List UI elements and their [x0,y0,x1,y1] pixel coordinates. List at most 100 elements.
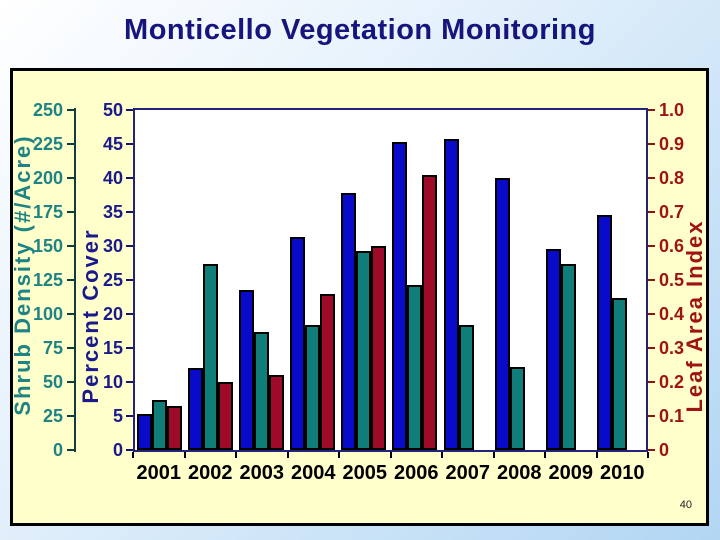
bar-shrub_density-2010 [611,298,627,450]
bar-percent_cover-2004 [290,237,306,450]
bar-group-2008 [493,110,544,450]
y-tick-label-percent_cover: 40 [102,168,123,188]
bar-percent_cover-2003 [239,290,255,450]
y-tick-label-percent_cover: 0 [112,440,123,460]
y-tick-percent_cover [126,279,133,281]
y-tick-shrub_density [67,143,74,145]
bar-group-2006 [390,110,441,450]
x-tick-label: 2008 [497,462,542,484]
x-tick-label: 2009 [548,462,594,484]
x-tick-label: 2006 [394,462,439,484]
y-tick-label-leaf_area_index: 0.1 [659,406,685,426]
y-tick-label-percent_cover: 25 [102,270,123,290]
slide-title: Monticello Vegetation Monitoring [124,14,596,46]
bar-percent_cover-2006 [392,142,408,450]
page-number: 40 [679,499,692,511]
y-tick-label-shrub_density: 75 [42,338,63,358]
x-tick-label: 2010 [600,462,645,484]
y-tick-leaf_area_index [648,449,655,451]
bar-shrub_density-2007 [458,325,474,450]
y-tick-leaf_area_index [648,245,655,247]
bar-shrub_density-2009 [560,264,576,450]
bar-group-2003 [237,110,288,450]
y-tick-shrub_density [67,279,74,281]
y-axis-line-shrub_density [74,108,76,452]
y-tick-label-shrub_density: 250 [32,100,63,120]
y-tick-leaf_area_index [648,347,655,349]
x-tick-label: 2007 [445,462,491,484]
y-tick-shrub_density [67,109,74,111]
x-tick [544,452,546,458]
x-tick [132,452,134,458]
y-tick-label-percent_cover: 50 [102,100,123,120]
y-tick-label-percent_cover: 45 [102,134,123,154]
bar-leaf_area_index-2004 [320,294,336,450]
x-tick [338,452,340,458]
y-tick-label-percent_cover: 20 [102,304,123,324]
bar-percent_cover-2005 [341,193,357,450]
y-tick-label-leaf_area_index: 0.7 [659,202,685,222]
y-tick-shrub_density [67,347,74,349]
chart-panel: Shrub Density (#/Acre) Percent Cover Lea… [10,68,709,526]
x-tick [492,452,495,458]
y-tick-shrub_density [67,245,74,247]
y-tick-percent_cover [126,415,133,417]
bar-leaf_area_index-2002 [218,382,234,450]
bar-group-2005 [339,110,390,450]
y-tick-shrub_density [67,381,74,383]
y-tick-label-percent_cover: 15 [102,338,123,358]
y-tick-percent_cover [126,381,133,383]
y-tick-label-leaf_area_index: 0.2 [659,372,685,392]
y-tick-leaf_area_index [648,177,655,179]
y-tick-label-leaf_area_index: 0.6 [659,236,685,256]
y-tick-leaf_area_index [648,143,655,145]
bar-series-container [135,110,646,450]
y-tick-label-leaf_area_index: 1.0 [659,100,685,120]
bar-percent_cover-2007 [443,139,459,450]
bar-shrub_density-2006 [407,285,423,450]
y-tick-label-percent_cover: 35 [102,202,123,222]
bar-group-2004 [288,110,339,450]
y-tick-label-shrub_density: 100 [32,304,63,324]
y-tick-shrub_density [67,313,74,315]
x-tick-label: 2003 [239,462,285,484]
bar-leaf_area_index-2005 [371,246,387,450]
bar-leaf_area_index-2001 [167,406,182,450]
x-tick [235,452,237,458]
y-tick-shrub_density [67,415,74,417]
y-tick-label-shrub_density: 125 [32,270,63,290]
y-tick-percent_cover [126,143,133,145]
y-tick-label-shrub_density: 25 [42,406,63,426]
y-tick-leaf_area_index [648,211,655,213]
bar-group-2010 [595,110,646,450]
y-tick-percent_cover [126,449,133,451]
y-tick-label-percent_cover: 5 [112,406,123,426]
bar-percent_cover-2002 [188,368,204,450]
bar-shrub_density-2004 [305,325,321,450]
bar-leaf_area_index-2003 [269,375,285,450]
y-tick-label-percent_cover: 30 [102,236,123,256]
bar-group-2009 [544,110,595,450]
y-tick-label-leaf_area_index: 0.4 [659,304,685,324]
y-tick-percent_cover [126,177,133,179]
y-tick-percent_cover [126,347,133,349]
y-tick-label-shrub_density: 225 [32,134,63,154]
y-tick-label-shrub_density: 150 [32,236,63,256]
y-tick-label-percent_cover: 10 [102,372,123,392]
y-tick-label-leaf_area_index: 0 [659,440,670,460]
bar-percent_cover-2008 [494,178,510,450]
y-tick-label-shrub_density: 50 [42,372,63,392]
y-tick-label-leaf_area_index: 0.9 [659,134,685,154]
y-tick-leaf_area_index [648,415,655,417]
bar-group-2007 [442,110,493,450]
y-tick-label-shrub_density: 175 [32,202,63,222]
y-tick-label-leaf_area_index: 0.5 [659,270,685,290]
x-tick [389,452,392,458]
x-tick-label: 2001 [136,462,182,484]
x-tick [441,452,443,458]
x-tick [183,452,186,458]
bar-percent_cover-2001 [137,414,152,450]
bar-shrub_density-2005 [356,251,372,450]
x-tick-label: 2005 [342,462,388,484]
